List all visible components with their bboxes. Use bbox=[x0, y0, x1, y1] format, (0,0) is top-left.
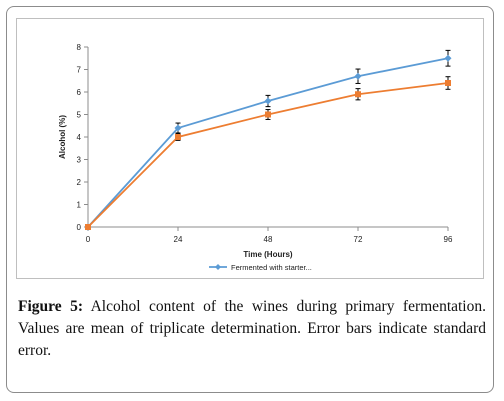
legend-marker bbox=[215, 264, 221, 270]
data-point bbox=[175, 134, 181, 140]
series-1 bbox=[84, 49, 452, 231]
y-tick-label: 1 bbox=[77, 201, 82, 210]
caption-text: Alcohol content of the wines during prim… bbox=[18, 298, 486, 359]
y-tick-label: 5 bbox=[77, 111, 82, 120]
legend-item: Fermented with starter... bbox=[209, 263, 312, 272]
x-tick-label: 48 bbox=[264, 235, 273, 244]
y-tick-label: 8 bbox=[77, 43, 82, 52]
data-point bbox=[264, 97, 272, 105]
caption-label: Figure 5: bbox=[18, 298, 83, 315]
y-tick-label: 2 bbox=[77, 178, 82, 187]
y-tick-label: 4 bbox=[77, 133, 82, 142]
x-tick-label: 96 bbox=[444, 235, 453, 244]
x-axis-ticks: 0 24 48 72 96 bbox=[86, 227, 453, 244]
chart-area-border bbox=[16, 18, 484, 279]
x-axis-title: Time (Hours) bbox=[243, 250, 293, 259]
series-layer bbox=[84, 49, 452, 231]
legend: Fermented with starter... bbox=[209, 263, 312, 272]
y-tick-label: 7 bbox=[77, 66, 82, 75]
line-chart: 0 1 2 3 4 5 6 7 8 0 24 48 72 96 Alcohol (%) Time (Ho… bbox=[58, 43, 453, 272]
y-axis-title: Alcohol (%) bbox=[58, 115, 67, 159]
data-point bbox=[354, 72, 362, 80]
legend-label: Fermented with starter... bbox=[231, 263, 312, 272]
x-tick-label: 24 bbox=[174, 235, 183, 244]
x-tick-label: 72 bbox=[354, 235, 363, 244]
data-point bbox=[355, 91, 361, 98]
data-point bbox=[265, 111, 271, 118]
y-tick-label: 6 bbox=[77, 88, 82, 97]
y-tick-label: 0 bbox=[77, 223, 82, 232]
data-point bbox=[85, 224, 91, 230]
figure-caption: Figure 5: Alcohol content of the wines d… bbox=[18, 296, 486, 362]
data-point bbox=[445, 80, 451, 86]
x-tick-label: 0 bbox=[86, 235, 91, 244]
y-tick-label: 3 bbox=[77, 156, 82, 165]
data-point bbox=[174, 124, 182, 132]
y-axis-ticks: 0 1 2 3 4 5 6 7 8 bbox=[77, 43, 88, 232]
series-line bbox=[87, 57, 449, 228]
series-2 bbox=[85, 76, 451, 230]
data-point bbox=[444, 54, 452, 62]
